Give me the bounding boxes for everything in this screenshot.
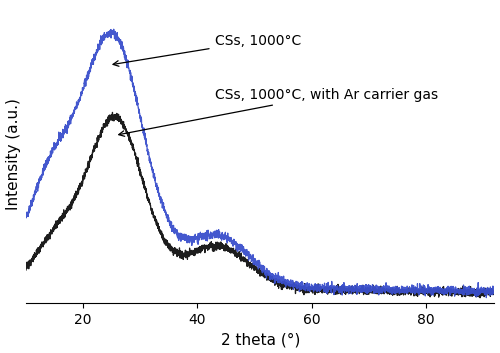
Y-axis label: Intensity (a.u.): Intensity (a.u.) [6,98,20,210]
Text: CSs, 1000°C, with Ar carrier gas: CSs, 1000°C, with Ar carrier gas [118,88,438,136]
Text: CSs, 1000°C: CSs, 1000°C [113,34,301,66]
X-axis label: 2 theta (°): 2 theta (°) [220,333,300,347]
